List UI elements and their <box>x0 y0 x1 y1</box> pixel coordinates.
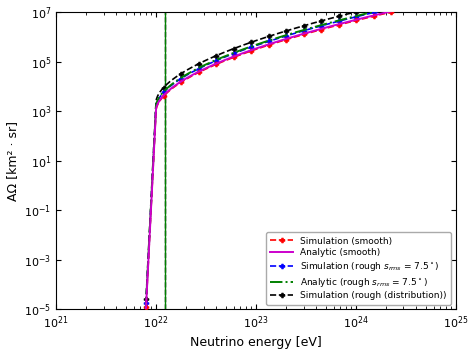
Analytic (smooth) <box>296 33 301 37</box>
Analytic (smooth) <box>356 17 362 21</box>
Analytic (smooth) <box>397 7 403 11</box>
Line: Simulation (rough $s_{rms}$ = 7.5$^\circ$): Simulation (rough $s_{rms}$ = 7.5$^\circ… <box>54 0 458 355</box>
Simulation (rough (distribution)) <box>285 28 291 32</box>
Simulation (rough $s_{rms}$ = 7.5$^\circ$) <box>296 30 301 34</box>
Simulation (smooth) <box>285 37 291 41</box>
Y-axis label: AΩ [km² · sr]: AΩ [km² · sr] <box>6 121 18 201</box>
Analytic (rough $s_{rms}$ = 7.5$^\circ$) <box>308 26 313 30</box>
Simulation (rough $s_{rms}$ = 7.5$^\circ$) <box>285 33 291 37</box>
Analytic (smooth) <box>308 29 313 34</box>
X-axis label: Neutrino energy [eV]: Neutrino energy [eV] <box>190 337 322 349</box>
Line: Simulation (rough (distribution)): Simulation (rough (distribution)) <box>54 0 458 355</box>
Line: Analytic (rough $s_{rms}$ = 7.5$^\circ$): Analytic (rough $s_{rms}$ = 7.5$^\circ$) <box>56 0 456 355</box>
Line: Simulation (smooth): Simulation (smooth) <box>54 0 458 355</box>
Legend: Simulation (smooth), Analytic (smooth), Simulation (rough $s_{rms}$ = 7.5$^\circ: Simulation (smooth), Analytic (smooth), … <box>266 232 451 305</box>
Simulation (rough (distribution)) <box>296 25 301 29</box>
Simulation (smooth) <box>356 18 362 22</box>
Line: Analytic (smooth): Analytic (smooth) <box>56 0 456 355</box>
Simulation (rough $s_{rms}$ = 7.5$^\circ$) <box>356 14 362 18</box>
Simulation (rough (distribution)) <box>356 9 362 13</box>
Analytic (rough $s_{rms}$ = 7.5$^\circ$) <box>285 32 291 37</box>
Analytic (smooth) <box>285 36 291 40</box>
Simulation (rough (distribution)) <box>397 0 403 4</box>
Simulation (rough $s_{rms}$ = 7.5$^\circ$) <box>308 27 313 31</box>
Analytic (rough $s_{rms}$ = 7.5$^\circ$) <box>356 13 362 17</box>
Simulation (rough $s_{rms}$ = 7.5$^\circ$) <box>397 4 403 9</box>
Simulation (smooth) <box>397 8 403 12</box>
Simulation (smooth) <box>308 31 313 35</box>
Analytic (rough $s_{rms}$ = 7.5$^\circ$) <box>296 29 301 34</box>
Simulation (rough (distribution)) <box>308 22 313 26</box>
Analytic (rough $s_{rms}$ = 7.5$^\circ$) <box>397 4 403 8</box>
Simulation (smooth) <box>296 34 301 38</box>
